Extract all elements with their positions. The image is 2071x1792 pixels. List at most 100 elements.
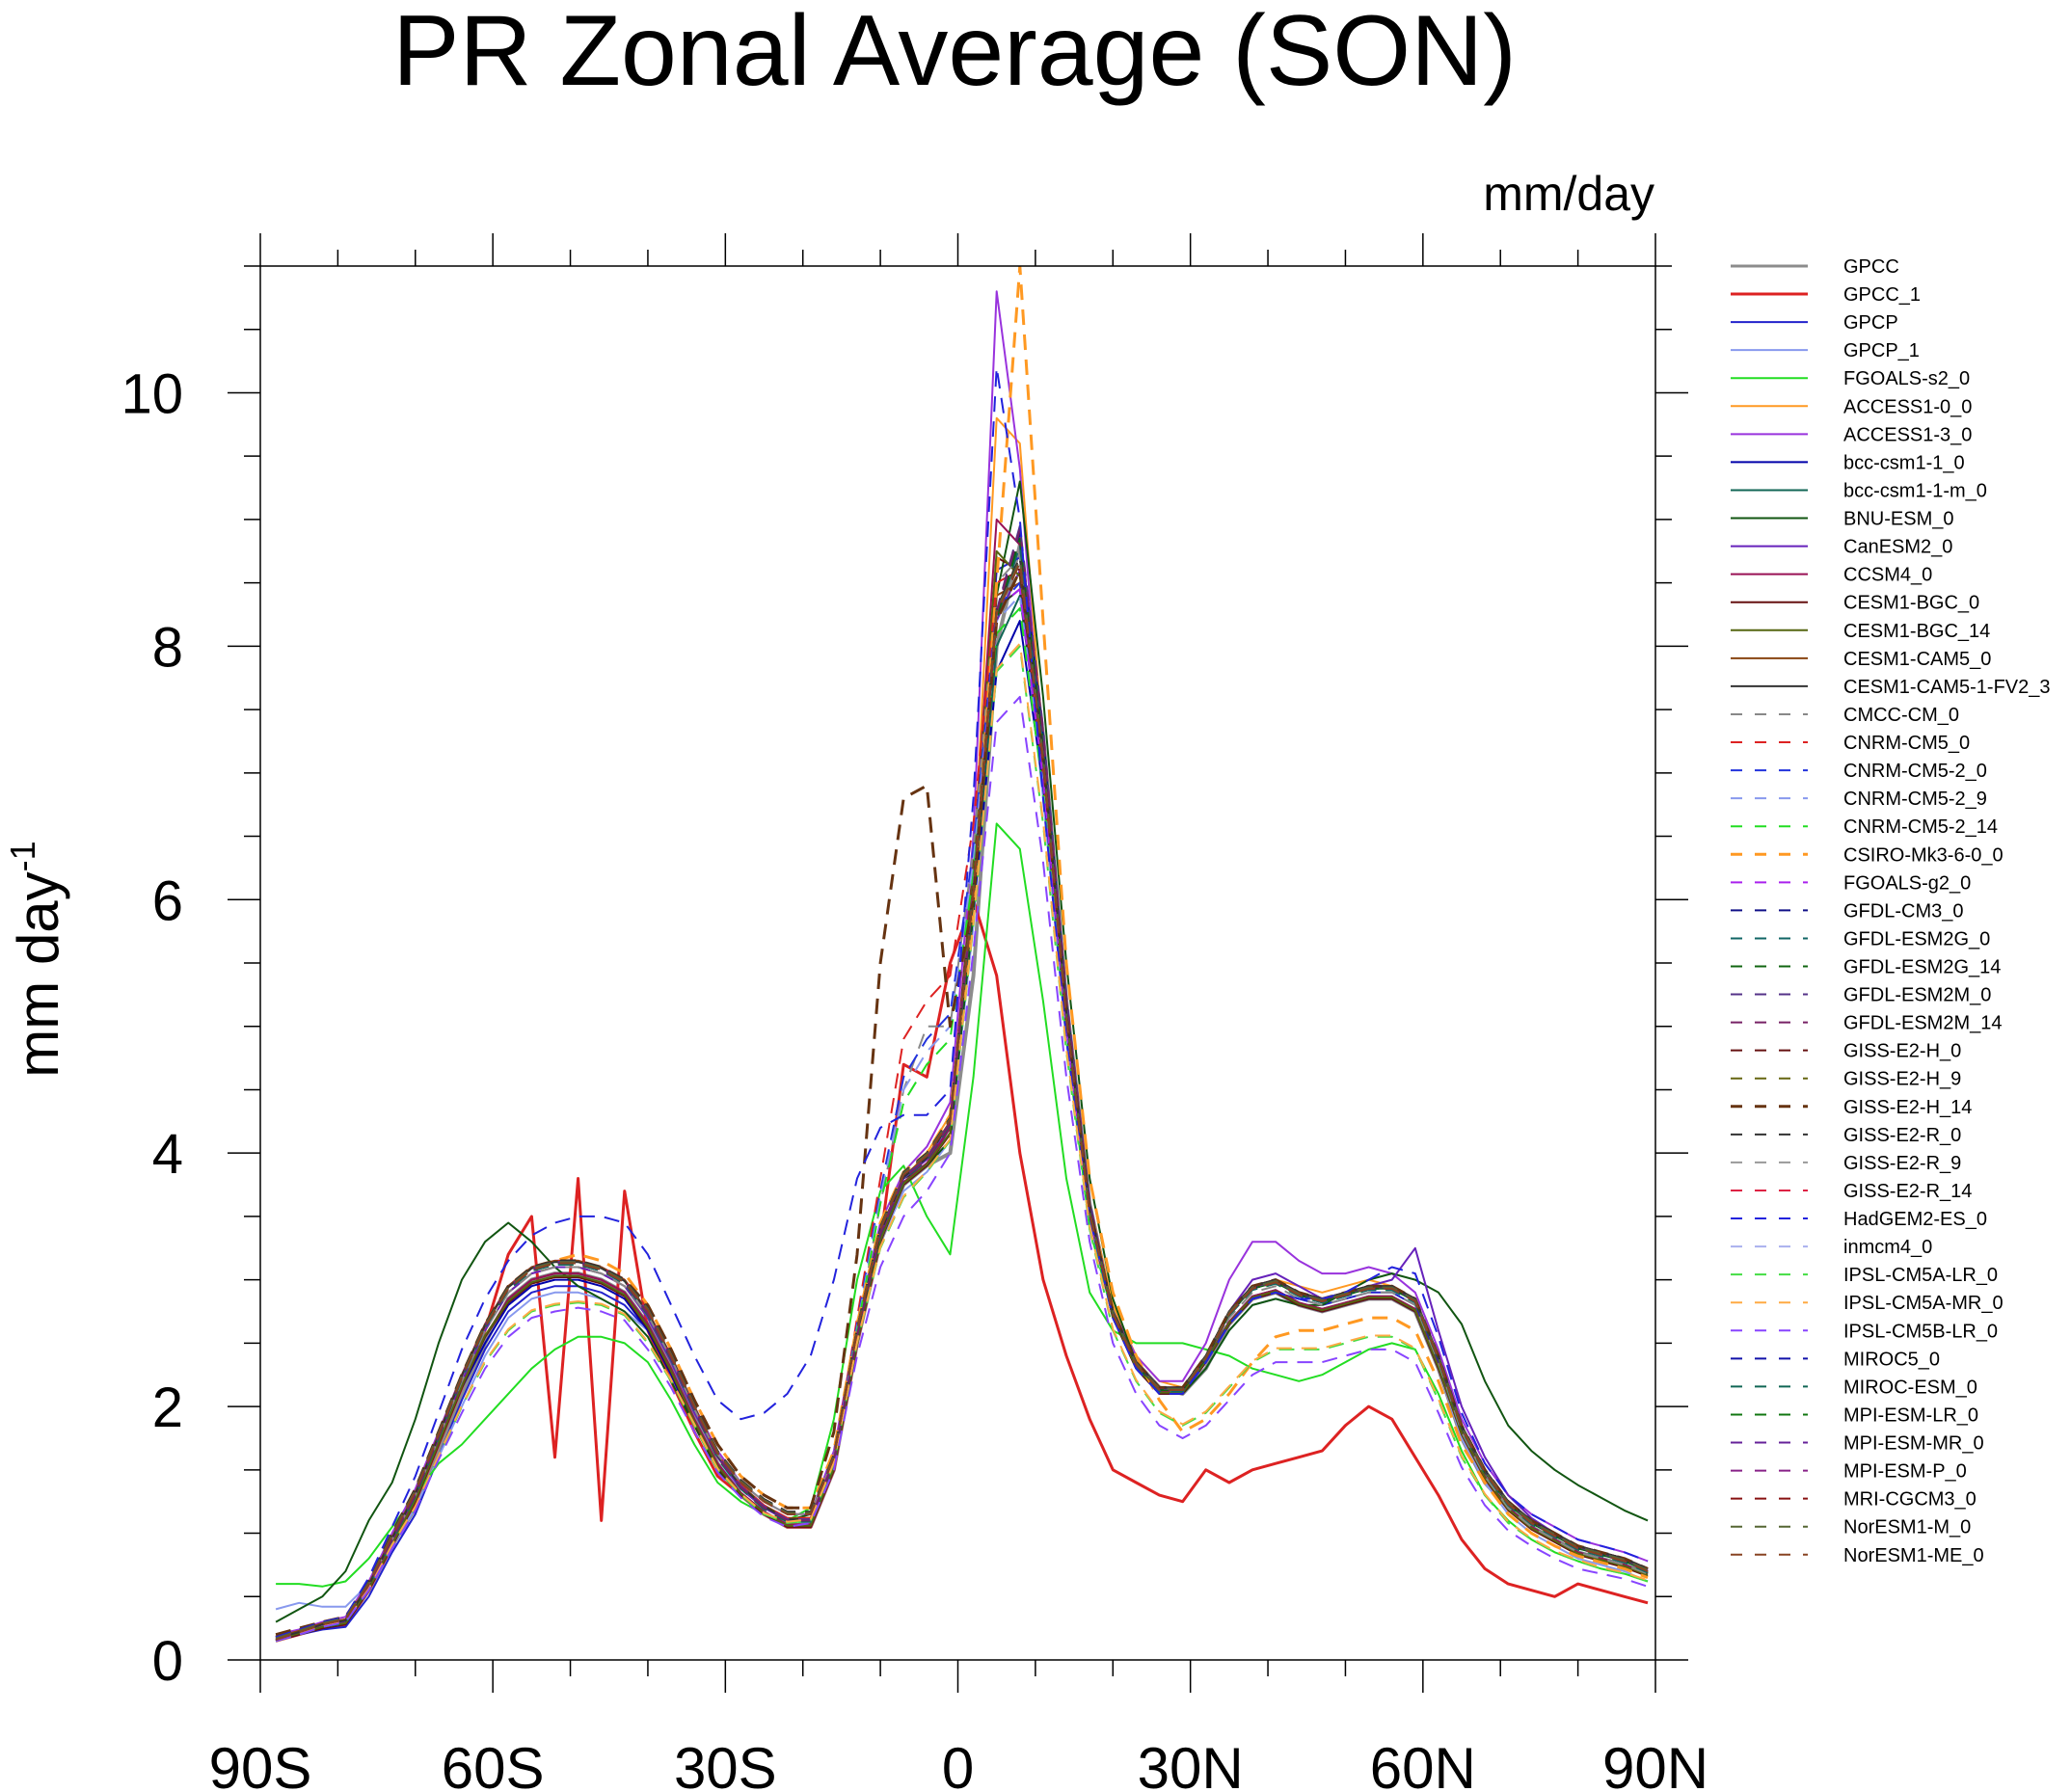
legend-label: ACCESS1-3_0 [1843,424,1972,445]
legend-label: ACCESS1-0_0 [1843,396,1972,417]
series-line-IPSL-CM5A-LR_0 [275,645,1649,1643]
series-line-GPCP [275,556,1649,1643]
y-axis-label-superscript: -1 [3,841,42,871]
x-tick-label: 60S [442,1736,545,1792]
y-tick-label: 0 [152,1630,183,1693]
legend-label: GFDL-ESM2G_14 [1843,957,2001,978]
legend-label: FGOALS-g2_0 [1843,872,1971,894]
legend-label: NorESM1-M_0 [1843,1517,1971,1538]
series-line-GISS-E2-R_0 [275,556,1649,1639]
series-line-GFDL-ESM2G_0 [275,544,1649,1643]
series-line-GFDL-ESM2M_14 [275,528,1649,1641]
series-line-GFDL-CM3_0 [275,531,1649,1641]
units-label: mm/day [1483,167,1654,221]
legend-label: IPSL-CM5A-MR_0 [1843,1293,2004,1314]
y-tick-label: 2 [152,1377,183,1439]
legend-label: NorESM1-ME_0 [1843,1545,1984,1566]
series-line-NorESM1-M_0 [275,559,1649,1640]
legend-label: GFDL-ESM2M_0 [1843,985,1991,1006]
series-line-GFDL-ESM2M_0 [275,524,1649,1640]
chart-title: PR Zonal Average (SON) [392,0,1517,107]
x-tick-label: 0 [942,1736,974,1792]
legend-label: IPSL-CM5A-LR_0 [1843,1265,1998,1286]
legend-label: GISS-E2-H_14 [1843,1097,1972,1118]
legend-label: bcc-csm1-1-m_0 [1843,480,1987,501]
legend-label: MIROC-ESM_0 [1843,1377,1977,1398]
legend-label: MRI-CGCM3_0 [1843,1489,1977,1511]
series-line-MIROC5_0 [275,559,1649,1640]
series-line-CMCC-CM_0 [275,556,1649,1636]
series-line-CNRM-CM5-2_14 [275,606,1649,1643]
legend-label: GFDL-ESM2G_0 [1843,928,1990,949]
legend-label: MPI-ESM-MR_0 [1843,1433,1984,1455]
series-line-CCSM4_0 [275,518,1649,1641]
series-line-GISS-E2-H_9 [275,559,1649,1640]
legend-label: GISS-E2-H_0 [1843,1041,1961,1062]
legend-label: GPCP_1 [1843,340,1920,361]
legend-label: MPI-ESM-LR_0 [1843,1404,1978,1426]
legend-label: GISS-E2-R_0 [1843,1125,1961,1146]
x-tick-label: 60N [1370,1736,1476,1792]
y-tick-label: 4 [152,1123,183,1186]
legend-label: GISS-E2-H_9 [1843,1069,1961,1090]
series-line-CNRM-CM5-2_0 [275,581,1649,1640]
series-line-ACCESS1-3_0 [275,290,1649,1636]
legend-label: GFDL-CM3_0 [1843,900,1963,922]
legend-label: GFDL-ESM2M_14 [1843,1013,2003,1034]
series-line-CanESM2_0 [275,569,1649,1640]
legend-label: GPCC_1 [1843,284,1921,306]
series-line-GISS-E2-H_14 [275,569,1649,1637]
series-line-GISS-E2-R_14 [275,561,1649,1641]
legend-label: CESM1-BGC_0 [1843,593,1979,614]
axis-ticks [228,233,1688,1693]
series-line-GISS-E2-R_9 [275,559,1649,1640]
legend-label: CCSM4_0 [1843,565,1932,586]
legend-label: CESM1-CAM5-1-FV2_3 [1843,677,2051,698]
series-line-IPSL-CM5A-MR_0 [275,642,1649,1641]
series-line-GPCC [275,543,1649,1640]
legend-label: CNRM-CM5_0 [1843,733,1970,754]
legend-label: BNU-ESM_0 [1843,509,1953,530]
legend-label: CNRM-CM5-2_14 [1843,816,1998,838]
series-line-GFDL-ESM2G_14 [275,537,1649,1641]
series-line-CESM1-BGC_14 [275,549,1649,1641]
plot-frame [259,265,1656,1661]
series-line-NorESM1-ME_0 [275,561,1649,1641]
legend-label: MPI-ESM-P_0 [1843,1461,1967,1483]
legend-label: CNRM-CM5-2_0 [1843,761,1987,782]
legend-label: CanESM2_0 [1843,537,1952,558]
legend-label: GISS-E2-R_9 [1843,1153,1961,1174]
series-line-MIROC-ESM_0 [275,561,1649,1641]
legend-label: HadGEM2-ES_0 [1843,1209,1987,1230]
series-line-MRI-CGCM3_0 [275,561,1649,1641]
series-line-HadGEM2-ES_0 [275,366,1649,1639]
y-tick-label: 10 [121,362,183,425]
series-line-CNRM-CM5-2_9 [275,594,1649,1641]
legend-label: GISS-E2-R_14 [1843,1181,1972,1202]
x-tick-label: 30N [1138,1736,1244,1792]
legend-label: IPSL-CM5B-LR_0 [1843,1321,1998,1342]
series-line-CNRM-CM5_0 [275,569,1649,1639]
legend-label: inmcm4_0 [1843,1237,1932,1258]
series-line-bcc-csm1-1-m_0 [275,594,1649,1641]
legend-label: FGOALS-s2_0 [1843,368,1970,389]
legend-label: bcc-csm1-1_0 [1843,452,1965,473]
series-line-FGOALS-g2_0 [275,588,1649,1640]
legend-label: CMCC-CM_0 [1843,705,1959,726]
legend-label: GPCC [1843,256,1899,278]
legend-label: MIROC5_0 [1843,1349,1940,1370]
series-line-bcc-csm1-1_0 [275,620,1649,1643]
y-axis-label: mm day-1 [3,841,70,1077]
legend: GPCC GPCC_1 GPCP GPCP_1 FGOALS-s2_0 ACCESS1-0… [1731,256,2051,1566]
series-line-CESM1-CAM5_0 [275,581,1649,1639]
series-line-inmcm4_0 [275,561,1649,1641]
series-line-GISS-E2-H_0 [275,556,1649,1639]
legend-label: CSIRO-Mk3-6-0_0 [1843,844,2004,866]
series-line-MPI-ESM-P_0 [275,559,1649,1640]
legend-label: GPCP [1843,312,1898,334]
x-tick-label: 30S [674,1736,777,1792]
axis-tick-labels: 90S 60S 30S 0 30N 60N 90N 0 2 4 6 8 10 [121,362,1708,1792]
x-tick-label: 90S [209,1736,312,1792]
legend-label: CESM1-BGC_14 [1843,621,1990,642]
